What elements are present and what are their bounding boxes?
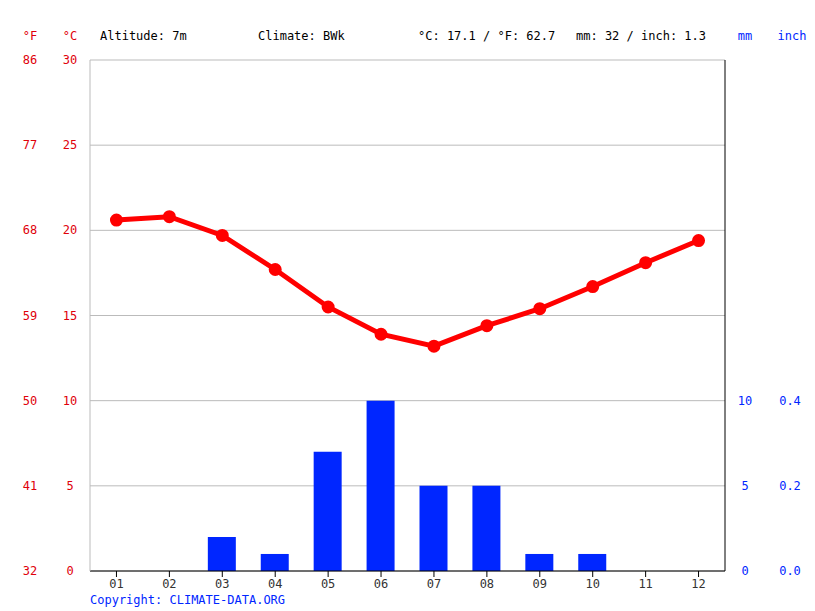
svg-text:25: 25: [63, 138, 77, 152]
svg-text:0.4: 0.4: [779, 394, 801, 408]
svg-text:30: 30: [63, 53, 77, 67]
svg-text:07: 07: [427, 577, 441, 591]
svg-text:mm: mm: [738, 29, 752, 43]
svg-text:32: 32: [23, 564, 37, 578]
svg-text:10: 10: [738, 394, 752, 408]
svg-text:86: 86: [23, 53, 37, 67]
svg-text:°F: °F: [23, 29, 37, 43]
svg-text:°C: 17.1 / °F: 62.7: °C: 17.1 / °F: 62.7: [418, 29, 555, 43]
svg-text:0: 0: [741, 564, 748, 578]
svg-text:50: 50: [23, 394, 37, 408]
svg-text:10: 10: [585, 577, 599, 591]
svg-text:mm: 32 / inch: 1.3: mm: 32 / inch: 1.3: [576, 29, 706, 43]
svg-text:15: 15: [63, 309, 77, 323]
svg-text:0.2: 0.2: [779, 479, 801, 493]
svg-text:59: 59: [23, 309, 37, 323]
svg-text:0: 0: [66, 564, 73, 578]
svg-text:06: 06: [374, 577, 388, 591]
svg-text:inch: inch: [778, 29, 807, 43]
svg-text:04: 04: [268, 577, 282, 591]
svg-text:03: 03: [215, 577, 229, 591]
svg-text:°C: °C: [63, 29, 77, 43]
svg-text:77: 77: [23, 138, 37, 152]
svg-text:Copyright: CLIMATE-DATA.ORG: Copyright: CLIMATE-DATA.ORG: [90, 593, 285, 607]
svg-text:5: 5: [66, 479, 73, 493]
svg-text:5: 5: [741, 479, 748, 493]
svg-text:41: 41: [23, 479, 37, 493]
svg-text:05: 05: [321, 577, 335, 591]
svg-text:Climate: BWk: Climate: BWk: [258, 29, 345, 43]
svg-text:11: 11: [638, 577, 652, 591]
svg-text:09: 09: [533, 577, 547, 591]
svg-text:Altitude: 7m: Altitude: 7m: [100, 29, 187, 43]
svg-text:10: 10: [63, 394, 77, 408]
svg-text:12: 12: [691, 577, 705, 591]
svg-text:02: 02: [162, 577, 176, 591]
svg-text:20: 20: [63, 223, 77, 237]
svg-text:01: 01: [109, 577, 123, 591]
svg-text:0.0: 0.0: [779, 564, 801, 578]
svg-text:68: 68: [23, 223, 37, 237]
svg-text:08: 08: [480, 577, 494, 591]
